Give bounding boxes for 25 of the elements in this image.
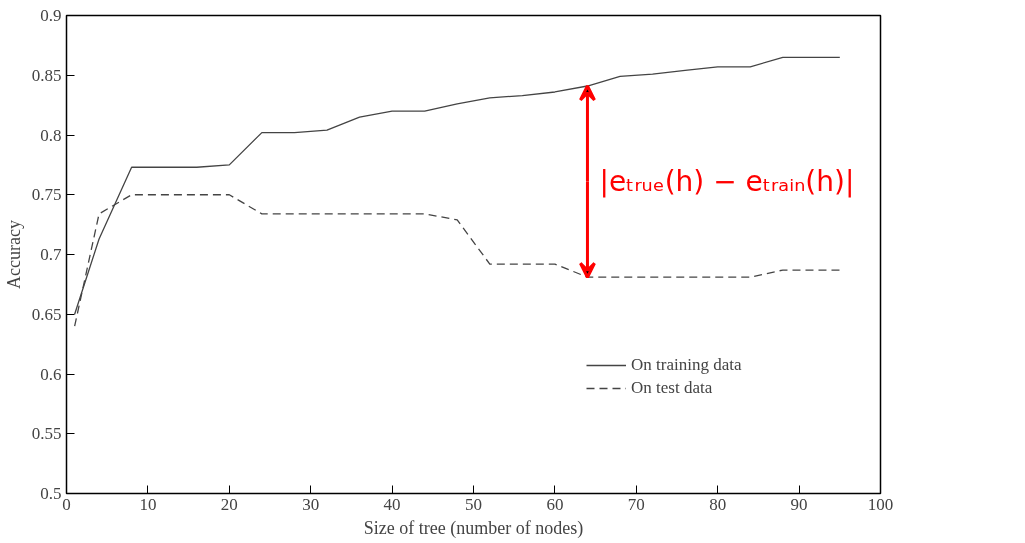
- x-tick-label: 90: [790, 494, 808, 514]
- legend-label: On test data: [631, 378, 713, 398]
- y-tick-label: 0.7: [40, 245, 62, 264]
- y-tick-label: 0.85: [31, 65, 62, 85]
- x-tick-label: 30: [302, 494, 320, 514]
- y-tick-label: 0.75: [31, 185, 62, 205]
- x-tick-label: 0: [62, 494, 71, 514]
- x-axis-title: Size of tree (number of nodes): [363, 517, 584, 539]
- legend-label: On training data: [631, 355, 742, 375]
- y-tick-label: 0.8: [40, 125, 62, 145]
- y-tick-label: 0.5: [40, 484, 62, 503]
- y-tick-label: 0.9: [40, 6, 62, 25]
- x-tick-label: 80: [709, 494, 727, 514]
- x-tick-label: 70: [627, 494, 645, 514]
- y-axis-title: Accuracy: [3, 220, 24, 289]
- x-tick-label: 10: [139, 494, 157, 514]
- x-tick-label: 100: [867, 494, 894, 514]
- y-tick-label: 0.65: [31, 304, 62, 324]
- x-tick-label: 60: [546, 494, 564, 514]
- y-tick-label: 0.6: [40, 364, 62, 384]
- x-tick-label: 50: [465, 494, 482, 514]
- annotation: |eₜᵣᵤₑ(h) − eₜᵣₐᵢₙ(h)|: [599, 165, 855, 199]
- y-tick-label: 0.55: [31, 424, 62, 444]
- x-tick-label: 40: [383, 494, 401, 514]
- x-tick-label: 20: [220, 494, 238, 514]
